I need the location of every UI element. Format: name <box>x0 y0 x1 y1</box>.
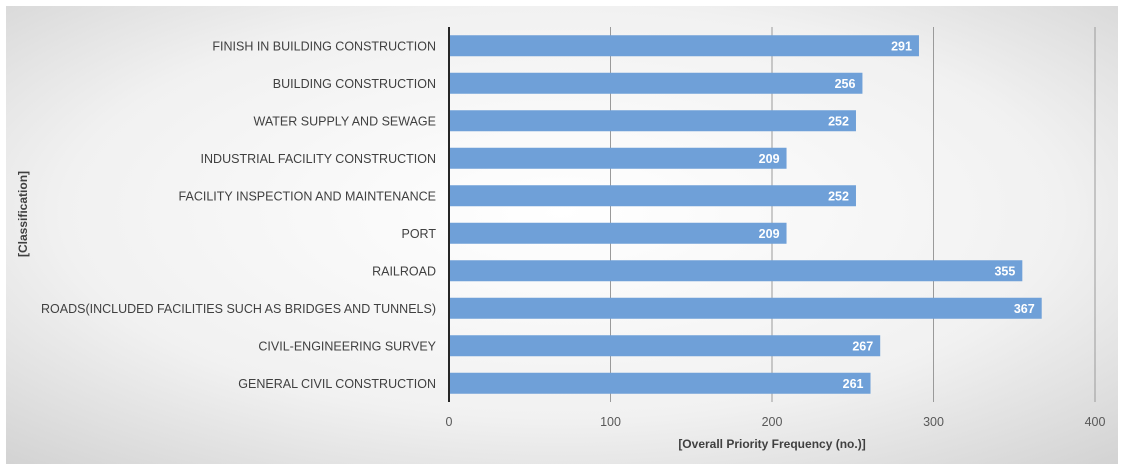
category-label: PORT <box>402 227 437 241</box>
bar <box>449 260 1023 282</box>
x-tick-label: 100 <box>600 415 621 429</box>
bar <box>449 372 871 394</box>
category-label: FACILITY INSPECTION AND MAINTENANCE <box>179 189 436 203</box>
category-label: CIVIL-ENGINEERING SURVEY <box>258 339 436 353</box>
bar-value-label: 252 <box>828 189 849 203</box>
category-label: ROADS(INCLUDED FACILITIES SUCH AS BRIDGE… <box>41 302 436 316</box>
category-label: RAILROAD <box>372 264 436 278</box>
bar <box>449 185 856 207</box>
category-labels: FINISH IN BUILDING CONSTRUCTION BUILDING … <box>41 39 437 391</box>
category-label: BUILDING CONSTRUCTION <box>273 77 436 91</box>
bar-value-label: 252 <box>828 114 849 128</box>
x-tick-label: 300 <box>923 415 944 429</box>
y-axis-title: [Classification] <box>16 171 30 257</box>
bar <box>449 147 787 169</box>
bar <box>449 72 863 94</box>
category-label: FINISH IN BUILDING CONSTRUCTION <box>212 39 436 53</box>
bar-value-label: 267 <box>852 339 873 353</box>
x-tick-label: 0 <box>446 415 453 429</box>
bar <box>449 335 881 357</box>
x-tick-label: 400 <box>1085 415 1106 429</box>
bar <box>449 35 919 57</box>
bar <box>449 110 856 132</box>
x-tick-label: 200 <box>762 415 783 429</box>
bar-value-label: 355 <box>994 264 1015 278</box>
category-label: INDUSTRIAL FACILITY CONSTRUCTION <box>201 152 436 166</box>
bar-value-label: 291 <box>891 39 912 53</box>
category-label: GENERAL CIVIL CONSTRUCTION <box>238 377 436 391</box>
bar-value-label: 367 <box>1014 302 1035 316</box>
bar-value-label: 209 <box>759 227 780 241</box>
bar-value-label: 256 <box>835 77 856 91</box>
x-axis-title: [Overall Priority Frequency (no.)] <box>678 437 865 451</box>
bar-value-label: 209 <box>759 152 780 166</box>
bar-value-label: 261 <box>843 377 864 391</box>
bar <box>449 222 787 244</box>
bar <box>449 297 1042 319</box>
bars: 291 256 252 209 252 209 355 367 267 261 <box>449 35 1042 394</box>
x-tick-labels: 0 100 200 300 400 <box>446 415 1106 429</box>
category-label: WATER SUPPLY AND SEWAGE <box>254 114 436 128</box>
